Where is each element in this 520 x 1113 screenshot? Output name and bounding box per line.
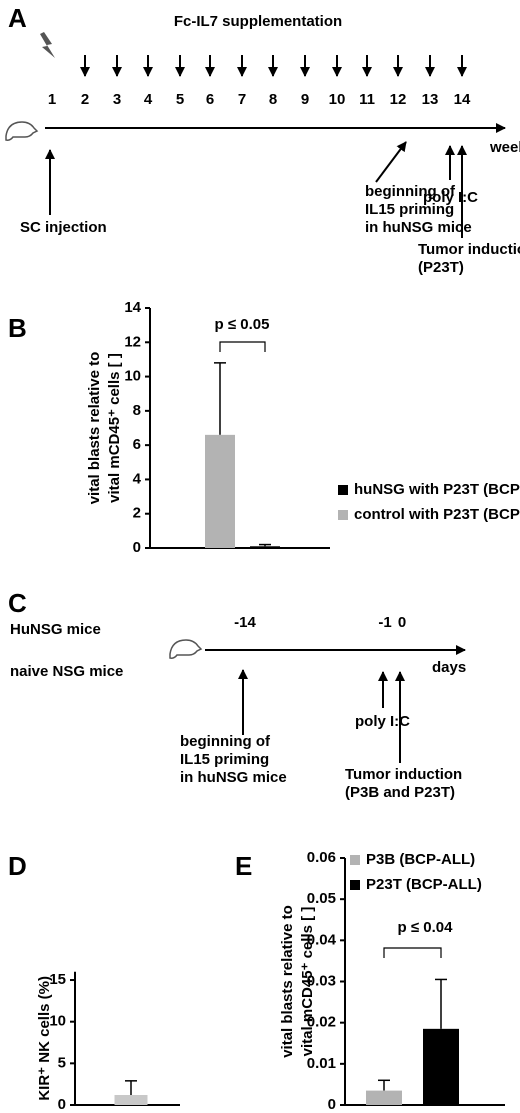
week-label: 12	[390, 91, 407, 108]
week-label: 9	[301, 91, 309, 108]
legend-label: control with P23T (BCP-ALL)	[354, 506, 520, 523]
y-tick-label: 0.01	[307, 1055, 336, 1072]
axis-unit: days	[432, 659, 466, 676]
y-tick-label: 2	[133, 505, 141, 522]
panel-label: C	[8, 588, 27, 618]
axis-unit: weeks	[489, 139, 520, 156]
day-label: -14	[234, 614, 256, 631]
y-tick-label: 0.04	[307, 931, 337, 948]
supplement-label: Fc-IL7 supplementation	[174, 13, 342, 30]
event-label: in huNSG mice	[180, 769, 287, 786]
day-label: 0	[398, 614, 406, 631]
event-label: IL15 priming	[180, 751, 269, 768]
event-label: (P23T)	[418, 259, 464, 276]
event-label: beginning of	[180, 733, 271, 750]
lightning-icon	[40, 32, 55, 58]
mouse-icon	[169, 639, 203, 659]
week-label: 3	[113, 91, 121, 108]
y-axis-label: KIR⁺ NK cells (%)	[36, 976, 53, 1101]
legend-label: P23T (BCP-ALL)	[366, 876, 482, 893]
week-label: 10	[329, 91, 346, 108]
bar	[366, 1090, 402, 1105]
event-label: poly I:C	[355, 713, 410, 730]
panel-label: B	[8, 313, 27, 343]
week-label: 14	[454, 91, 471, 108]
week-label: 8	[269, 91, 277, 108]
bar	[250, 546, 280, 548]
y-tick-label: 10	[49, 1013, 66, 1030]
significance-bracket	[219, 341, 266, 352]
week-label: 11	[359, 91, 375, 108]
week-label: 4	[144, 91, 153, 108]
y-tick-label: 6	[133, 436, 141, 453]
week-label: 7	[238, 91, 246, 108]
y-tick-label: 0	[328, 1096, 336, 1113]
legend-swatch	[350, 880, 360, 890]
event-label: beginning of	[365, 183, 456, 200]
bar	[423, 1028, 459, 1105]
arrow	[375, 141, 407, 183]
y-tick-label: 5	[58, 1054, 66, 1071]
y-tick-label: 0.02	[307, 1014, 336, 1031]
event-label: IL15 priming	[365, 201, 454, 218]
panel-label: A	[8, 3, 27, 33]
panel-label: D	[8, 851, 27, 881]
legend-swatch	[350, 855, 360, 865]
significance-bracket	[383, 947, 442, 958]
legend-swatch	[338, 510, 348, 520]
group-label: naive NSG mice	[10, 663, 123, 680]
mouse-icon	[5, 121, 39, 141]
y-tick-label: 4	[133, 470, 142, 487]
y-axis-label: vital mCD45⁺ cells [ ]	[106, 353, 123, 503]
y-tick-label: 14	[124, 299, 141, 316]
week-label: 6	[206, 91, 214, 108]
week-label: 1	[48, 91, 56, 108]
y-tick-label: 0.03	[307, 972, 336, 989]
y-tick-label: 12	[124, 333, 141, 350]
event-label: SC injection	[20, 219, 107, 236]
group-label: HuNSG mice	[10, 621, 101, 638]
event-label: (P3B and P23T)	[345, 784, 455, 801]
y-tick-label: 15	[49, 971, 66, 988]
week-label: 13	[422, 91, 439, 108]
event-label: Tumor induction	[345, 766, 462, 783]
y-tick-label: 8	[133, 402, 141, 419]
legend-swatch	[338, 485, 348, 495]
bar	[205, 434, 235, 548]
legend-label: P3B (BCP-ALL)	[366, 851, 475, 868]
y-axis-label: vital blasts relative to	[86, 352, 103, 505]
y-tick-label: 0.06	[307, 849, 336, 866]
event-label: poly I:C	[423, 189, 478, 206]
bar	[114, 1095, 148, 1105]
y-axis-label: vital mCD45⁺ cells [ ]	[299, 907, 316, 1057]
panel-label: E	[235, 851, 252, 881]
event-label: in huNSG mice	[365, 219, 472, 236]
annotation: p ≤ 0.04	[398, 919, 454, 936]
y-tick-label: 0.05	[307, 890, 336, 907]
y-tick-label: 10	[124, 368, 141, 385]
week-label: 2	[81, 91, 89, 108]
annotation: p ≤ 0.05	[215, 316, 270, 333]
event-label: Tumor induction	[418, 241, 520, 258]
day-label: -1	[378, 614, 391, 631]
y-axis-label: vital blasts relative to	[279, 905, 296, 1058]
y-tick-label: 0	[133, 539, 141, 556]
legend-label: huNSG with P23T (BCP-ALL)	[354, 481, 520, 498]
week-label: 5	[176, 91, 184, 108]
y-tick-label: 0	[58, 1096, 66, 1113]
